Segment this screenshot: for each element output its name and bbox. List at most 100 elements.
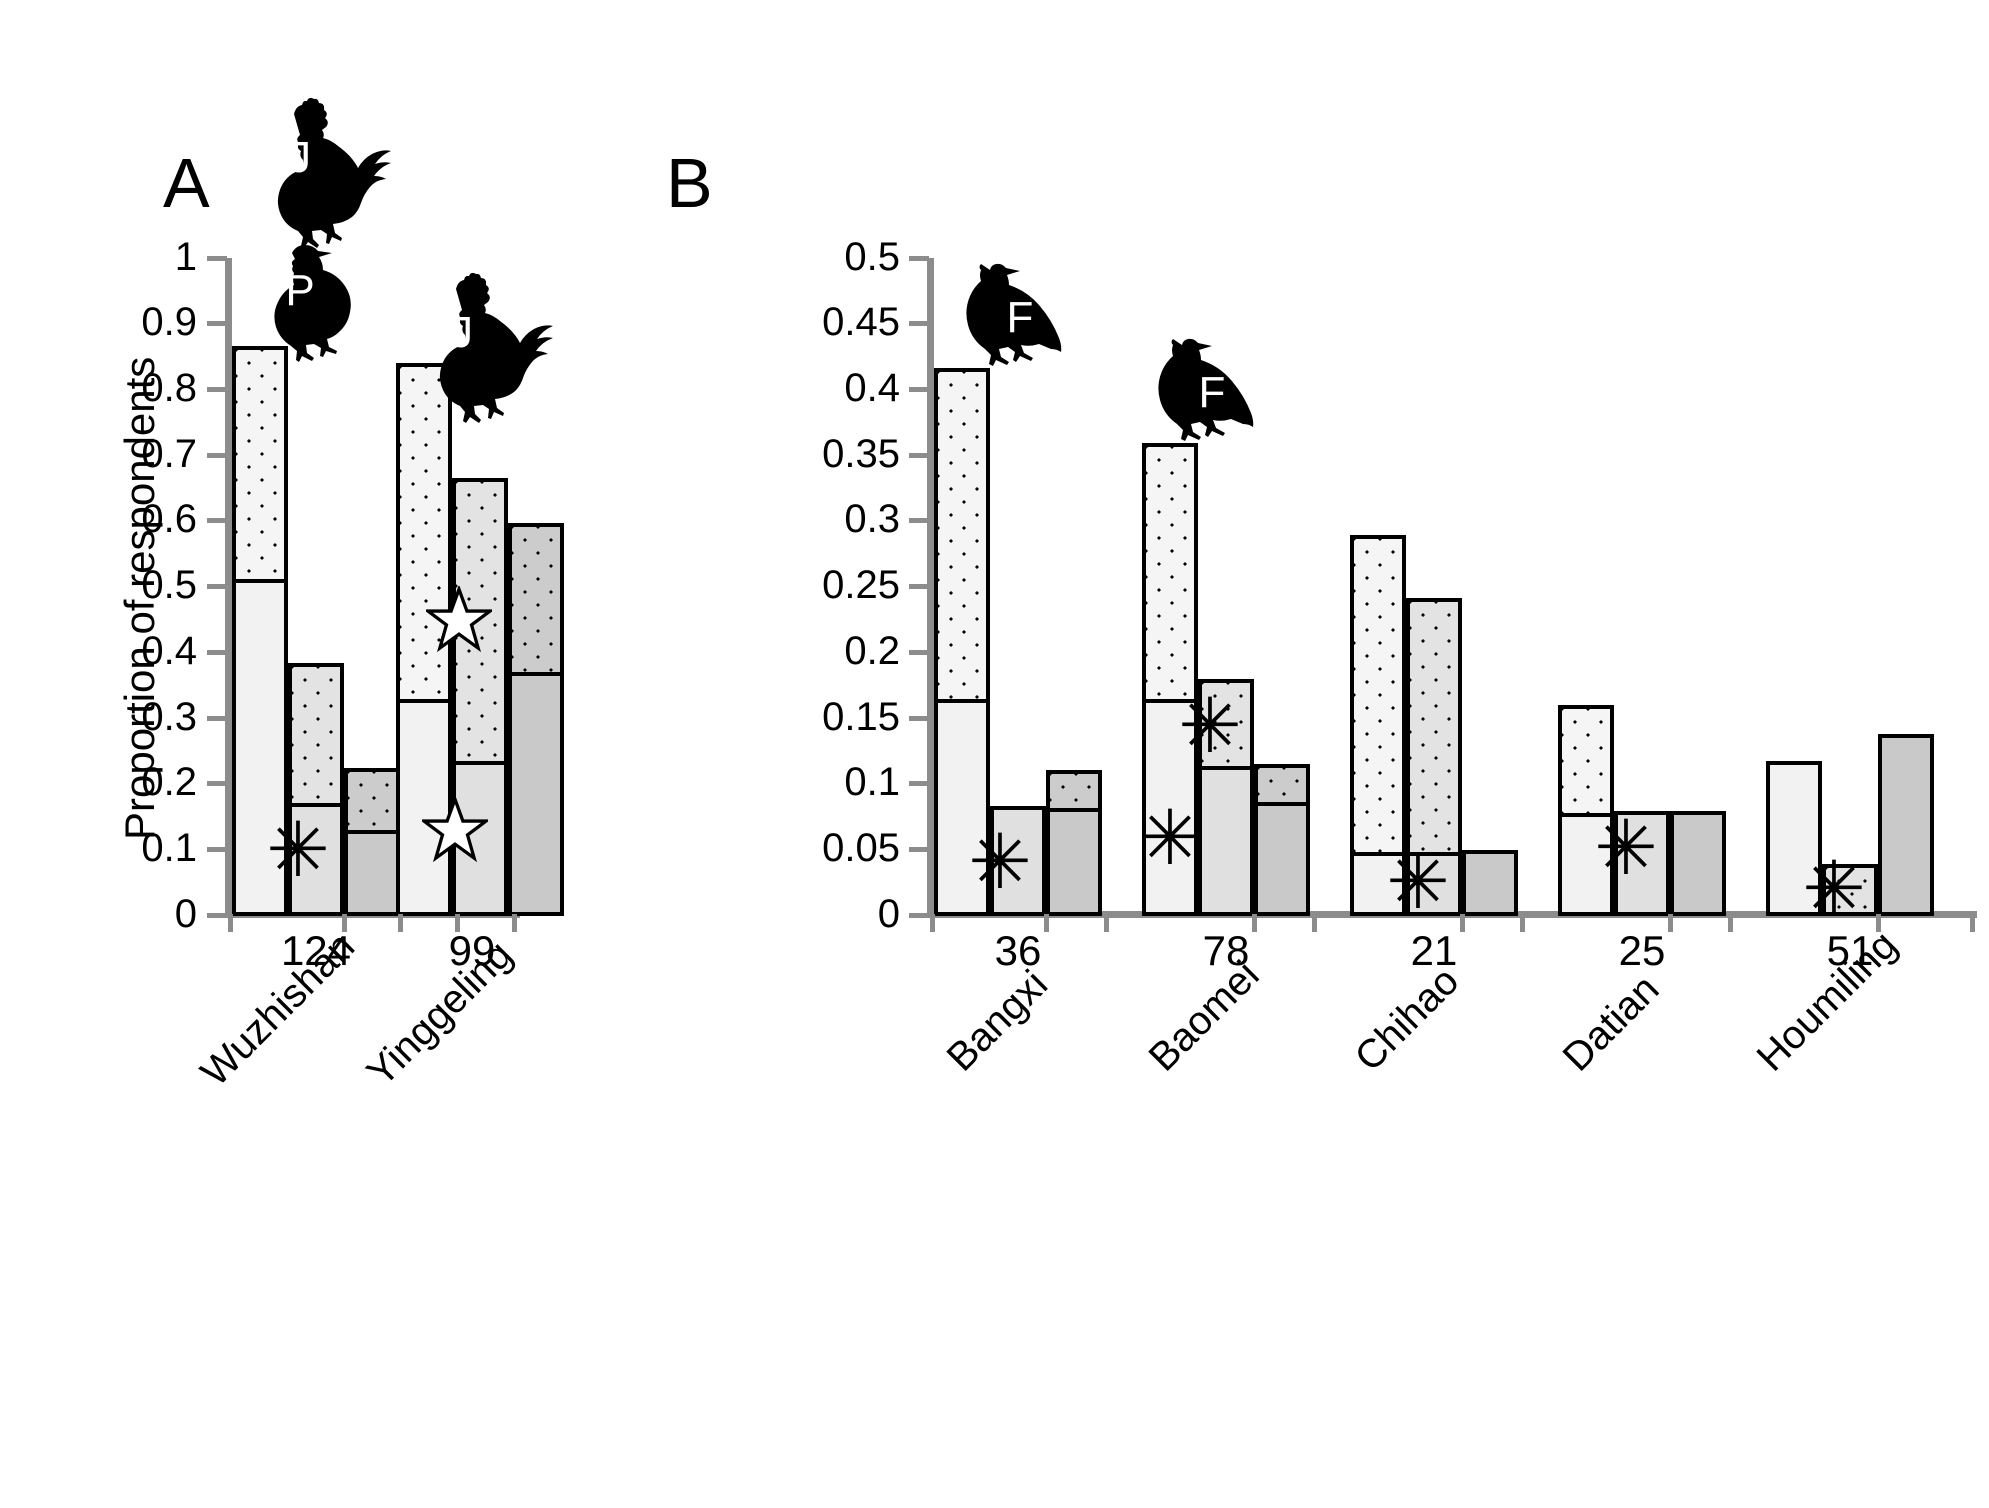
bar-segment-upper <box>1146 447 1194 701</box>
panel-a-ytick-label-10: 1 <box>174 235 197 279</box>
panel-a-wuzhishan-bar-2 <box>288 663 344 916</box>
panel-b-sample-size-3: 25 <box>1618 927 1666 974</box>
francolin-silhouette-icon: F <box>1152 337 1292 462</box>
panel-a-xtick-0 <box>228 914 233 932</box>
bar-segment-divider <box>292 803 340 807</box>
bar-segment-lower <box>1674 815 1722 912</box>
bar-segment-divider <box>1050 808 1098 812</box>
bar-segment-upper <box>292 667 340 805</box>
bar-segment-lower <box>1202 770 1250 912</box>
bar-segment-divider <box>512 672 560 676</box>
rooster-silhouette-label: J <box>289 133 311 182</box>
rooster-silhouette-icon: J <box>398 272 553 423</box>
rooster-silhouette-label: J <box>451 308 473 357</box>
bar-segment-upper <box>938 372 986 701</box>
panel-b-xtick-0 <box>930 914 935 932</box>
panel-b-xtick-mid-2 <box>1460 914 1465 932</box>
panel-b-ytick-3 <box>909 716 929 721</box>
panel-b-ytick-label-4: 0.2 <box>844 629 900 673</box>
panel-a-letter: A <box>163 144 210 222</box>
bar-segment-divider <box>1562 813 1610 817</box>
panel-b-letter: B <box>666 144 713 222</box>
bar-segment-divider <box>938 699 986 703</box>
bar-segment-lower <box>512 676 560 912</box>
panel-a-ytick-label-1: 0.1 <box>141 826 197 870</box>
significance-asterisk-icon: ✳ <box>1138 793 1202 882</box>
rooster-silhouette-icon: J <box>236 97 391 248</box>
panel-a-ytick-0 <box>207 913 227 918</box>
panel-b-xtick-mid-4 <box>1876 914 1881 932</box>
bar-segment-divider <box>236 579 284 583</box>
panel-a-ytick-4 <box>207 650 227 655</box>
panel-b-ytick-9 <box>909 321 929 326</box>
panel-b-sample-size-4: 51 <box>1826 927 1874 974</box>
panel-a-ytick-label-5: 0.5 <box>141 563 197 607</box>
panel-b-ytick-1 <box>909 847 929 852</box>
panel-a-ytick-3 <box>207 716 227 721</box>
panel-b-sample-size-2: 21 <box>1410 927 1458 974</box>
bar-segment-lower <box>1770 765 1818 912</box>
bar-segment-divider <box>1410 852 1458 856</box>
panel-a-ytick-label-3: 0.3 <box>141 695 197 739</box>
bar-segment-upper <box>236 350 284 581</box>
panel-b-chihao-bar-3 <box>1462 850 1518 916</box>
panel-b-baomei-bar-2 <box>1198 679 1254 916</box>
panel-b-category-2: Chihao <box>1346 958 1468 1080</box>
panel-b-ytick-label-10: 0.5 <box>844 235 900 279</box>
panel-a-ytick-9 <box>207 321 227 326</box>
panel-b-datian-bar-2 <box>1614 811 1670 916</box>
bar-segment-divider <box>400 699 448 703</box>
bar-segment-lower <box>1354 856 1402 912</box>
bar-segment-upper <box>1562 709 1610 815</box>
significance-asterisk-icon: ✳ <box>1802 844 1866 933</box>
bar-segment-divider <box>1354 852 1402 856</box>
panel-b-ytick-label-7: 0.35 <box>822 432 900 476</box>
panel-a-ytick-label-4: 0.4 <box>141 629 197 673</box>
partridge-silhouette-label: P <box>285 266 315 315</box>
panel-b-houmiling-bar-3 <box>1878 734 1934 916</box>
bar-segment-lower <box>1882 738 1930 912</box>
panel-a-ytick-1 <box>207 847 227 852</box>
panel-b-baomei-bar-3 <box>1254 764 1310 916</box>
panel-a-ytick-5 <box>207 584 227 589</box>
panel-a-ytick-2 <box>207 781 227 786</box>
significance-asterisk-icon: ✳ <box>1178 681 1242 770</box>
panel-b-xtick-2 <box>1312 914 1317 932</box>
panel-b-ytick-8 <box>909 387 929 392</box>
bar-segment-divider <box>1258 802 1306 806</box>
panel-b-xtick-mid-1 <box>1252 914 1257 932</box>
panel-b-ytick-label-5: 0.25 <box>822 563 900 607</box>
panel-b-y-axis <box>927 258 934 916</box>
panel-b-xtick-1 <box>1104 914 1109 932</box>
panel-b-ytick-10 <box>909 256 929 261</box>
panel-a-sample-size-0: 124 <box>280 927 352 974</box>
bar-segment-upper <box>1258 768 1306 804</box>
panel-a-ytick-label-6: 0.6 <box>141 497 197 541</box>
bar-segment-upper <box>1354 539 1402 854</box>
bar-segment-lower <box>1258 806 1306 912</box>
panel-b-datian-bar-3 <box>1670 811 1726 916</box>
panel-b-ytick-label-8: 0.4 <box>844 366 900 410</box>
bar-segment-lower <box>348 834 396 912</box>
bar-segment-upper <box>348 772 396 832</box>
panel-b-chihao-bar-2 <box>1406 598 1462 916</box>
significance-star-icon <box>426 586 492 652</box>
panel-b-ytick-label-6: 0.3 <box>844 497 900 541</box>
panel-b-houmiling-bar-1 <box>1766 761 1822 916</box>
panel-b-category-0: Bangxi <box>938 962 1057 1080</box>
panel-a-wuzhishan-bar-1 <box>232 346 288 916</box>
bar-segment-upper <box>1050 774 1098 810</box>
significance-asterisk-icon: ✳ <box>1386 837 1450 926</box>
bar-segment-lower <box>1562 817 1610 912</box>
partridge-silhouette-icon: P <box>250 243 368 362</box>
panel-b-chihao-bar-1 <box>1350 535 1406 916</box>
panel-b-bangxi-bar-1 <box>934 368 990 916</box>
bar-segment-lower <box>938 703 986 912</box>
panel-b-bangxi-bar-3 <box>1046 770 1102 916</box>
panel-b-ytick-2 <box>909 781 929 786</box>
bar-segment-divider <box>456 761 504 765</box>
panel-b-datian-bar-1 <box>1558 705 1614 916</box>
panel-a-ytick-label-8: 0.8 <box>141 366 197 410</box>
bar-segment-upper <box>1202 683 1250 768</box>
panel-a-ytick-8 <box>207 387 227 392</box>
